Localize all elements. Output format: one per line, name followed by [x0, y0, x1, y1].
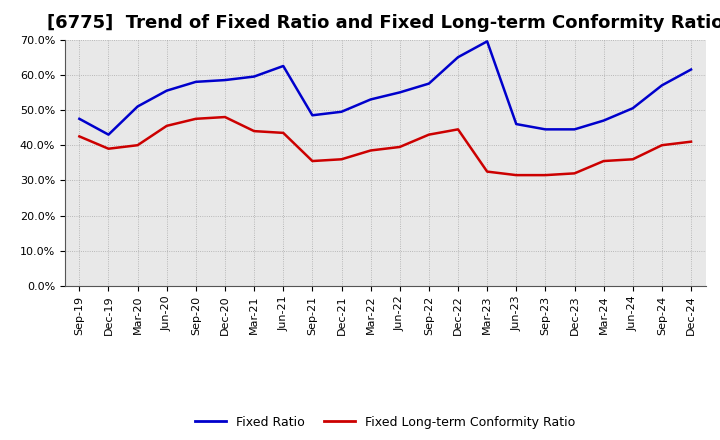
Fixed Ratio [220, 77, 229, 83]
Fixed Ratio [308, 113, 317, 118]
Fixed Ratio [657, 83, 666, 88]
Fixed Ratio [395, 90, 404, 95]
Fixed Long-term Conformity Ratio [687, 139, 696, 144]
Fixed Long-term Conformity Ratio [541, 172, 550, 178]
Fixed Long-term Conformity Ratio [308, 158, 317, 164]
Fixed Long-term Conformity Ratio [395, 144, 404, 150]
Fixed Ratio [337, 109, 346, 114]
Fixed Long-term Conformity Ratio [220, 114, 229, 120]
Fixed Ratio [192, 79, 200, 84]
Fixed Long-term Conformity Ratio [657, 143, 666, 148]
Fixed Ratio [366, 97, 375, 102]
Fixed Ratio [163, 88, 171, 93]
Fixed Long-term Conformity Ratio [366, 148, 375, 153]
Fixed Long-term Conformity Ratio [512, 172, 521, 178]
Line: Fixed Ratio: Fixed Ratio [79, 41, 691, 135]
Fixed Ratio [629, 106, 637, 111]
Fixed Ratio [599, 118, 608, 123]
Fixed Long-term Conformity Ratio [483, 169, 492, 174]
Fixed Long-term Conformity Ratio [133, 143, 142, 148]
Title: [6775]  Trend of Fixed Ratio and Fixed Long-term Conformity Ratio: [6775] Trend of Fixed Ratio and Fixed Lo… [47, 15, 720, 33]
Fixed Ratio [570, 127, 579, 132]
Fixed Ratio [279, 63, 287, 69]
Fixed Ratio [541, 127, 550, 132]
Fixed Long-term Conformity Ratio [192, 116, 200, 121]
Fixed Ratio [687, 67, 696, 72]
Fixed Long-term Conformity Ratio [163, 123, 171, 128]
Fixed Long-term Conformity Ratio [337, 157, 346, 162]
Fixed Long-term Conformity Ratio [75, 134, 84, 139]
Fixed Ratio [425, 81, 433, 86]
Fixed Ratio [454, 55, 462, 60]
Fixed Long-term Conformity Ratio [250, 128, 258, 134]
Fixed Ratio [133, 104, 142, 109]
Line: Fixed Long-term Conformity Ratio: Fixed Long-term Conformity Ratio [79, 117, 691, 175]
Fixed Ratio [75, 116, 84, 121]
Fixed Long-term Conformity Ratio [599, 158, 608, 164]
Fixed Long-term Conformity Ratio [425, 132, 433, 137]
Legend: Fixed Ratio, Fixed Long-term Conformity Ratio: Fixed Ratio, Fixed Long-term Conformity … [190, 411, 580, 433]
Fixed Ratio [483, 39, 492, 44]
Fixed Long-term Conformity Ratio [454, 127, 462, 132]
Fixed Long-term Conformity Ratio [279, 130, 287, 136]
Fixed Ratio [104, 132, 113, 137]
Fixed Long-term Conformity Ratio [570, 171, 579, 176]
Fixed Ratio [512, 121, 521, 127]
Fixed Long-term Conformity Ratio [629, 157, 637, 162]
Fixed Ratio [250, 74, 258, 79]
Fixed Long-term Conformity Ratio [104, 146, 113, 151]
